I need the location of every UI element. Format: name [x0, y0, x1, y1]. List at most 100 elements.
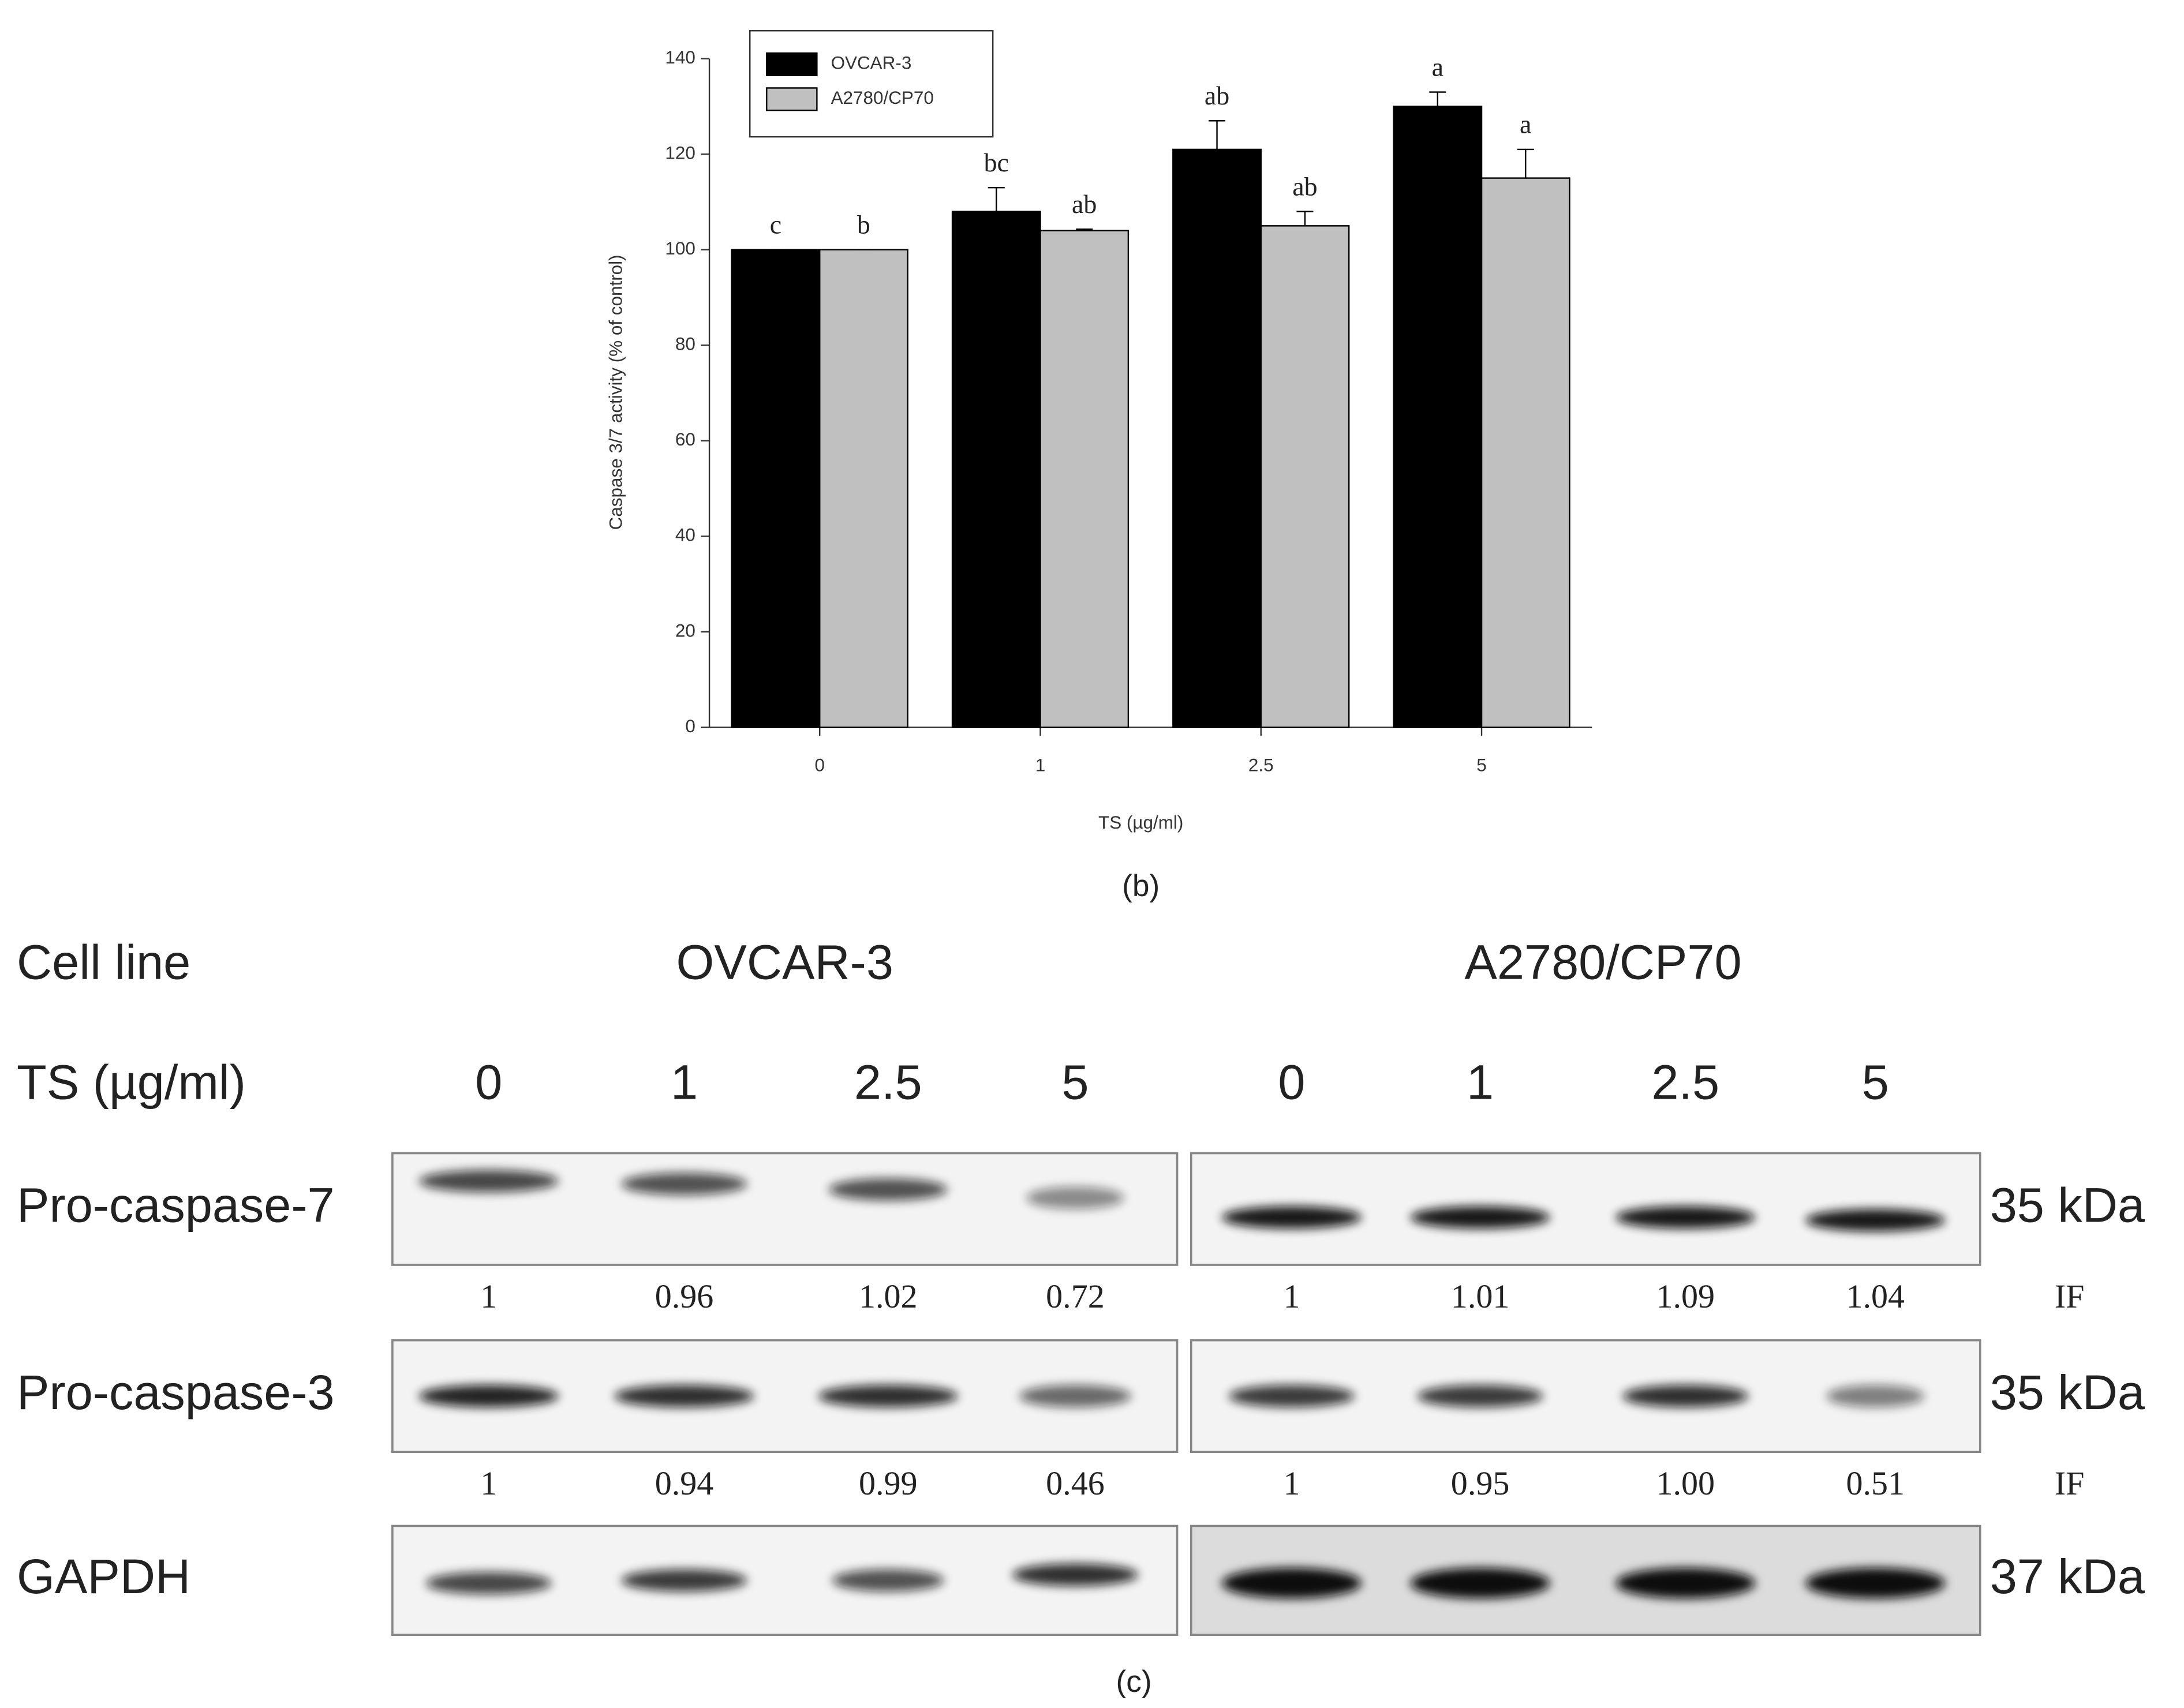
dose-label: 1 [671, 1055, 698, 1110]
cell-line: OVCAR-3 [676, 935, 893, 990]
cell-line: A2780/CP70 [1464, 935, 1741, 990]
protein-label: Pro-caspase-3 [17, 1365, 335, 1419]
protein-band [418, 1385, 559, 1407]
y-tick-label: 60 [675, 429, 695, 450]
protein-band [828, 1178, 948, 1201]
y-tick-label: 100 [665, 238, 695, 259]
error-bar [1296, 211, 1314, 226]
significance-letter: a [1432, 52, 1443, 81]
protein-band [425, 1572, 552, 1595]
legend-box [749, 30, 994, 138]
error-bar [1517, 148, 1534, 178]
if-value: 1 [1283, 1464, 1300, 1502]
size-label: 35 kDa [1990, 1178, 2145, 1233]
y-tick-label: 0 [685, 716, 695, 736]
row-header: TS (µg/ml) [17, 1055, 246, 1110]
dose-label: 0 [475, 1055, 502, 1110]
if-value: 1 [480, 1464, 497, 1502]
significance-letter: ab [1292, 171, 1317, 201]
protein-band [1622, 1385, 1749, 1407]
protein-band [418, 1170, 559, 1193]
if-value: 1 [1283, 1278, 1300, 1315]
error-bar [1429, 91, 1446, 107]
significance-letter: c [770, 210, 781, 239]
significance-letter: ab [1072, 189, 1097, 219]
protein-band [1615, 1568, 1756, 1599]
y-tick-label: 20 [675, 620, 695, 640]
caption: (c) [1116, 1665, 1152, 1699]
if-value: 0.46 [1046, 1464, 1105, 1502]
caption: (b) [1122, 869, 1160, 903]
western-blot: Cell line OVCAR-3 A2780/CP70 TS (µg/ml) 0 1 2.… [17, 935, 2145, 1636]
if-value: 0.96 [655, 1278, 714, 1315]
y-tick-label: 120 [665, 143, 695, 163]
legend-label: OVCAR-3 [831, 53, 912, 73]
protein-band [1019, 1385, 1131, 1407]
protein-band [1410, 1206, 1550, 1229]
dose-label: 2.5 [1651, 1055, 1719, 1110]
error-bar [988, 186, 1005, 212]
protein-band [1222, 1568, 1362, 1599]
y-axis-label: Caspase 3/7 activity (% of control) [606, 254, 626, 530]
x-axis-label: TS (µg/ml) [1098, 812, 1183, 833]
protein-band [1026, 1186, 1124, 1209]
protein-band [832, 1569, 944, 1592]
size-label: 37 kDa [1990, 1549, 2145, 1604]
if-value: 0.99 [859, 1464, 918, 1502]
protein-band [818, 1385, 958, 1407]
significance-letter: ab [1205, 81, 1229, 110]
protein-band [1410, 1568, 1550, 1599]
if-value: 1.01 [1451, 1278, 1510, 1315]
row-header: Cell line [17, 935, 190, 990]
if-value: 0.51 [1846, 1464, 1905, 1502]
dose-label: 1 [1467, 1055, 1494, 1110]
size-label: 35 kDa [1990, 1365, 2145, 1419]
protein-band [1805, 1209, 1946, 1231]
dose-label: 5 [1862, 1055, 1889, 1110]
y-tick-label: 40 [675, 525, 695, 545]
bar [1480, 177, 1570, 728]
bar [951, 211, 1041, 728]
bar [819, 249, 908, 728]
significance-letter: a [1520, 110, 1531, 139]
if-value: 0.72 [1046, 1278, 1105, 1315]
error-bar [1076, 228, 1093, 231]
dose-label: 5 [1061, 1055, 1089, 1110]
y-tick-label: 80 [675, 334, 695, 354]
if-value: 1.04 [1846, 1278, 1905, 1315]
protein-band [1012, 1563, 1138, 1586]
x-tick-label: 1 [1035, 755, 1045, 776]
protein-band [1615, 1206, 1756, 1229]
if-label: IF [2055, 1464, 2085, 1502]
protein-band [1805, 1568, 1946, 1599]
x-tick-label: 2.5 [1248, 755, 1274, 776]
if-value: 1 [480, 1278, 497, 1315]
protein-band [1417, 1385, 1543, 1407]
if-value: 1.02 [859, 1278, 918, 1315]
dose-label: 0 [1278, 1055, 1305, 1110]
blot-panel [391, 1152, 1179, 1266]
legend-swatch [766, 52, 818, 76]
if-value: 0.95 [1451, 1464, 1510, 1502]
legend-label: A2780/CP70 [831, 88, 934, 108]
x-tick-label: 5 [1476, 755, 1486, 776]
bar [731, 249, 821, 728]
if-value: 0.94 [655, 1464, 714, 1502]
protein-label: GAPDH [17, 1549, 190, 1604]
protein-band [1229, 1385, 1355, 1407]
protein-band [621, 1173, 747, 1196]
legend-swatch [766, 87, 818, 111]
if-value: 1.09 [1656, 1278, 1715, 1315]
if-value: 1.00 [1656, 1464, 1715, 1502]
bar [1260, 225, 1350, 728]
protein-band [621, 1569, 747, 1592]
bar [1172, 148, 1262, 728]
protein-band [614, 1385, 754, 1407]
error-bar [1209, 120, 1226, 149]
bar [1393, 106, 1483, 728]
if-label: IF [2055, 1278, 2085, 1315]
bar [1039, 230, 1130, 728]
significance-letter: b [857, 210, 870, 239]
